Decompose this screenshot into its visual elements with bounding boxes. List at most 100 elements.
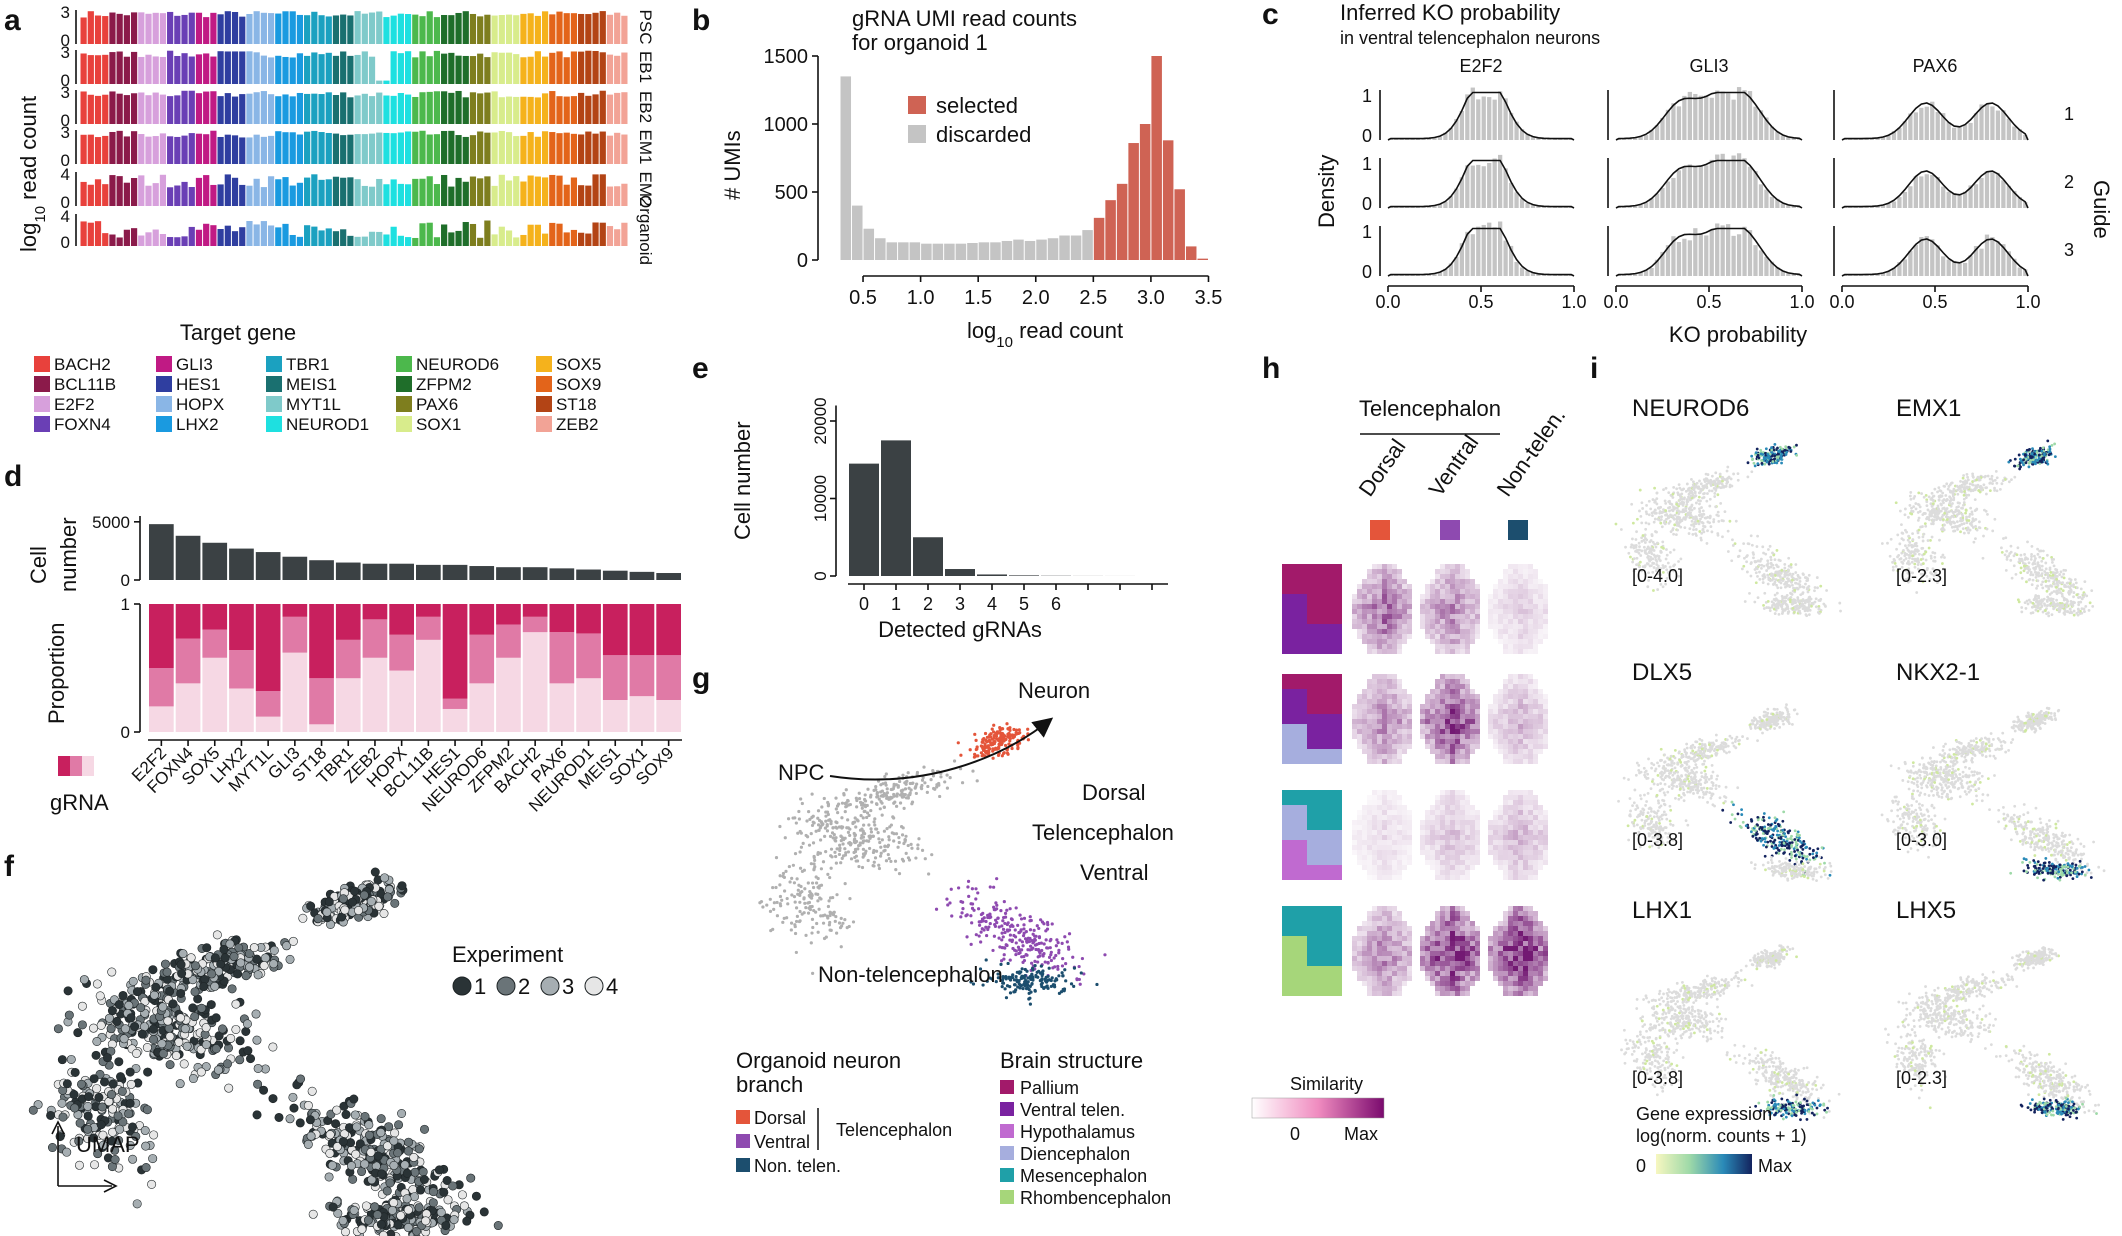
npc-point <box>945 786 950 790</box>
gene-bar <box>224 51 231 84</box>
umap-cell-point <box>66 1054 76 1064</box>
ventral-point <box>987 916 992 920</box>
npc-point <box>860 865 865 870</box>
npc-point <box>821 860 826 864</box>
legend-gene: MYT1L <box>286 395 341 414</box>
legend-gene: ST18 <box>556 395 597 414</box>
brain-section-voxel <box>1287 579 1292 584</box>
gene-bar <box>282 56 289 84</box>
similarity-voxel <box>1420 609 1425 614</box>
ko-hist-bar <box>1786 205 1791 208</box>
similarity-voxel <box>1518 629 1523 634</box>
similarity-voxel <box>1503 609 1508 614</box>
umap-cell-point <box>83 1111 93 1121</box>
brain-section-voxel <box>1312 759 1317 764</box>
ventral-point <box>979 940 983 944</box>
gene-bar <box>260 221 267 246</box>
ko-hist-bar <box>1687 164 1692 208</box>
brain-section-voxel <box>1312 639 1317 644</box>
gene-bar <box>368 231 376 246</box>
brain-section-voxel <box>1302 584 1307 589</box>
similarity-voxel <box>1367 709 1372 714</box>
ventral-point <box>1077 977 1081 982</box>
npc-point <box>828 896 833 900</box>
proportion-segment <box>389 670 414 732</box>
brain-section-voxel <box>1327 674 1332 679</box>
gene-bar <box>347 134 354 164</box>
ventral-point <box>1046 923 1050 927</box>
npc-point <box>878 807 882 811</box>
umap-cell-point <box>165 986 175 996</box>
brain-section-voxel <box>1307 579 1312 584</box>
similarity-voxel <box>1493 624 1498 629</box>
ko-hist-bar <box>1780 270 1785 276</box>
ventral-point <box>1033 938 1037 942</box>
ko-density-curve <box>1387 159 1575 209</box>
similarity-voxel <box>1445 649 1450 654</box>
ko-hist-bar <box>1660 117 1665 140</box>
similarity-voxel <box>1367 639 1372 644</box>
brain-section-voxel <box>1332 564 1337 569</box>
similarity-voxel <box>1523 639 1528 644</box>
umap-cell-point <box>383 892 393 902</box>
similarity-voxel <box>1382 574 1387 579</box>
npc-point <box>837 852 842 857</box>
gene-bar <box>152 12 159 44</box>
similarity-voxel <box>1407 744 1412 749</box>
brain-section-voxel <box>1337 749 1342 754</box>
similarity-voxel <box>1440 594 1445 599</box>
similarity-voxel <box>1362 594 1367 599</box>
similarity-voxel <box>1397 609 1402 614</box>
non-telen-point <box>1004 996 1009 1000</box>
gene-bar <box>210 91 217 124</box>
dorsal-point <box>985 735 989 739</box>
similarity-voxel <box>1498 604 1503 609</box>
gene-bar <box>556 11 563 44</box>
h-col-label: Non-telen. <box>1492 403 1571 500</box>
ventral-point <box>1002 953 1006 957</box>
similarity-voxel <box>1528 704 1533 709</box>
brain-section-voxel <box>1322 754 1327 759</box>
npc-point <box>842 793 846 797</box>
similarity-voxel <box>1392 689 1397 694</box>
npc-point <box>835 931 839 935</box>
similarity-voxel <box>1357 594 1362 599</box>
similarity-voxel <box>1518 564 1523 569</box>
npc-point <box>812 862 816 866</box>
similarity-voxel <box>1460 644 1465 649</box>
similarity-voxel <box>1533 624 1538 629</box>
ko-hist-bar <box>1731 155 1736 208</box>
ko-hist-bar <box>1747 91 1753 140</box>
ko-hist-bar <box>1742 158 1747 208</box>
similarity-voxel <box>1397 759 1402 764</box>
similarity-voxel <box>1455 674 1460 679</box>
brain-section-voxel <box>1297 734 1302 739</box>
npc-point <box>795 877 799 881</box>
similarity-voxel <box>1538 609 1543 614</box>
row-label: EM2 <box>636 172 655 207</box>
gene-bar <box>354 134 361 164</box>
brain-section-voxel <box>1302 569 1307 574</box>
npc-point <box>772 901 776 905</box>
umap-cell-point <box>349 1094 359 1104</box>
ventral-point <box>960 911 964 915</box>
gene-bar <box>505 96 513 124</box>
brain-section-voxel <box>1332 699 1337 704</box>
similarity-voxel <box>1407 604 1412 609</box>
similarity-voxel <box>1445 594 1450 599</box>
umap-cell-point <box>125 1098 135 1108</box>
similarity-voxel <box>1455 629 1460 634</box>
npc-point <box>793 900 797 904</box>
similarity-voxel <box>1475 744 1480 749</box>
similarity-voxel <box>1392 724 1397 729</box>
similarity-voxel <box>1382 754 1387 759</box>
ko-density-curve <box>1387 227 1575 277</box>
brain-section-voxel <box>1312 604 1317 609</box>
gene-bar <box>296 236 304 246</box>
similarity-voxel <box>1367 579 1372 584</box>
gene-bar <box>570 13 578 44</box>
brain-section-voxel <box>1317 639 1322 644</box>
ventral-point <box>1004 943 1008 947</box>
dorsal-point <box>1003 743 1008 748</box>
